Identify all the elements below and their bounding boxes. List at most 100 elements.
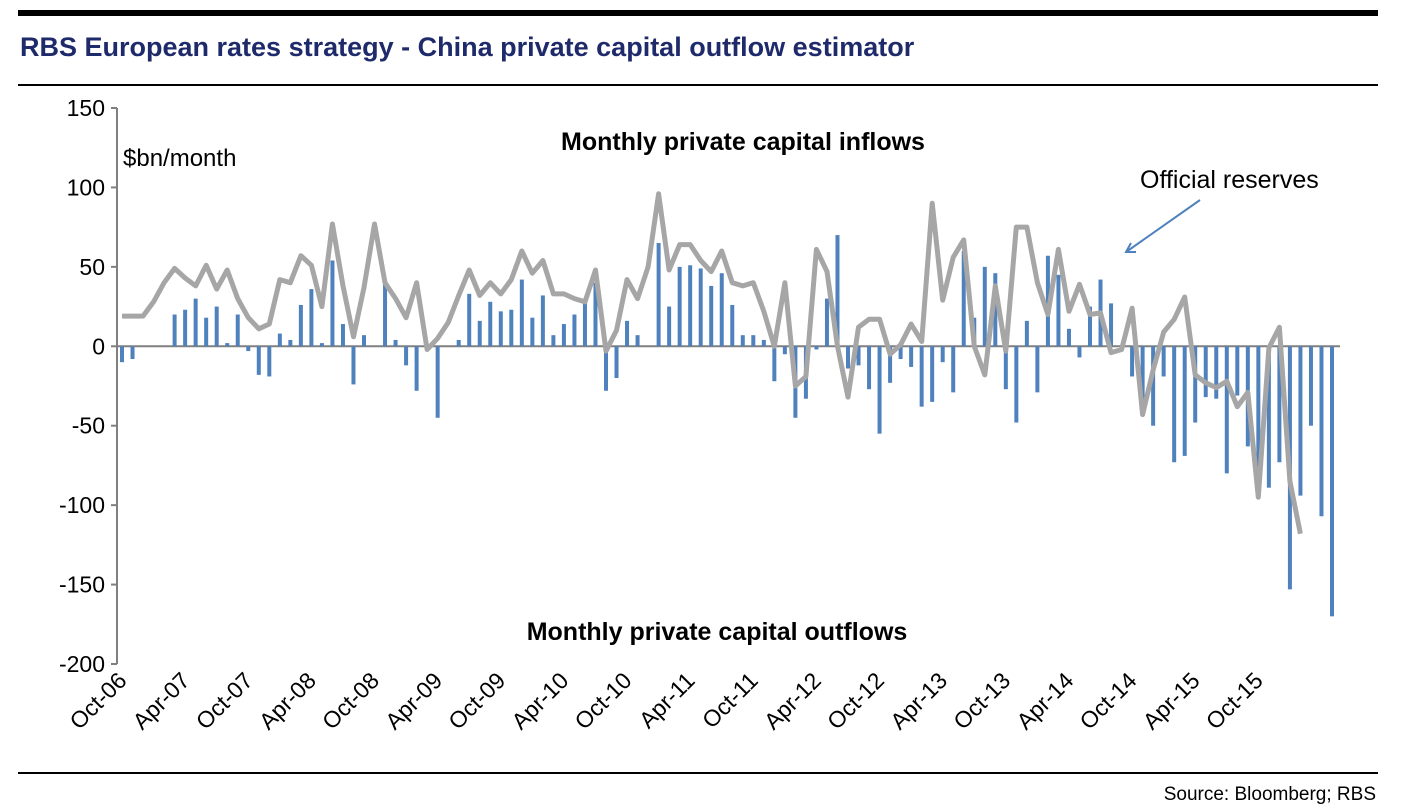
bar (856, 346, 861, 366)
bar (456, 339, 461, 347)
bar (740, 335, 745, 347)
bar (383, 279, 388, 347)
bar (488, 301, 493, 347)
bar (1319, 346, 1324, 517)
bar (572, 314, 577, 347)
bar (1024, 320, 1029, 347)
bar (824, 298, 829, 347)
x-tick-label: Oct-09 (443, 667, 510, 734)
bar (351, 346, 356, 385)
bar (835, 235, 840, 347)
bar (1003, 346, 1008, 390)
chart-title: RBS European rates strategy - China priv… (20, 32, 915, 62)
bar (467, 293, 472, 347)
reserves-line-series (122, 191, 1303, 535)
bar (751, 335, 756, 347)
reserves-arrow-head (1124, 242, 1136, 253)
y-tick-label: -200 (59, 651, 105, 677)
bar (888, 346, 893, 383)
bar (814, 346, 819, 350)
bar (330, 260, 335, 347)
x-tick-label: Apr-10 (506, 667, 573, 734)
x-tick-label: Oct-10 (569, 667, 636, 734)
bar (509, 309, 514, 347)
bar (288, 339, 293, 347)
x-tick-label: Apr-09 (380, 667, 447, 734)
bar (1014, 346, 1019, 423)
bar-series (120, 235, 1334, 617)
y-tick-label: 100 (67, 174, 105, 200)
bar (362, 335, 366, 347)
bar (561, 324, 566, 347)
bar (193, 298, 198, 347)
bar (909, 346, 914, 367)
x-tick-label: Apr-08 (254, 667, 321, 734)
bar (298, 304, 303, 347)
bar (961, 250, 966, 347)
bar (1214, 346, 1219, 399)
y-tick-label: 0 (92, 333, 105, 359)
x-tick-label: Oct-15 (1201, 667, 1268, 734)
reserves-arrow (1125, 199, 1201, 253)
bar (414, 346, 419, 391)
bar (393, 339, 398, 347)
x-tick-label: Apr-15 (1138, 667, 1205, 734)
bar (1266, 346, 1271, 488)
x-tick-label: Oct-12 (822, 667, 889, 734)
bar (340, 324, 345, 347)
top-rule (18, 10, 1378, 16)
x-tick-label: Apr-14 (1011, 667, 1078, 734)
inflows-annotation: Monthly private capital inflows (561, 128, 925, 156)
bar (1224, 346, 1229, 474)
bar (235, 314, 240, 347)
x-tick-label: Apr-07 (127, 667, 194, 734)
bar (772, 346, 777, 382)
bar (1193, 346, 1198, 423)
bar (709, 285, 714, 347)
bar (1308, 346, 1313, 426)
bar (319, 343, 324, 347)
bar (604, 346, 608, 391)
bar (877, 346, 882, 434)
bar (225, 343, 230, 347)
bar (846, 346, 850, 369)
reserves-line (122, 191, 1303, 535)
y-tick-label: -50 (72, 413, 105, 439)
bar (593, 282, 598, 347)
bar (519, 279, 524, 347)
bar (919, 346, 924, 407)
bar (172, 314, 177, 347)
bar (1172, 346, 1177, 463)
bar (246, 346, 251, 352)
bar (1151, 346, 1156, 426)
bar (761, 339, 766, 347)
bar (1130, 346, 1135, 377)
y-tick-label: -100 (59, 492, 105, 518)
bar (625, 320, 630, 347)
bar (940, 346, 945, 363)
bar (1277, 346, 1282, 463)
bar (1109, 303, 1114, 347)
x-tick-label: Apr-12 (759, 667, 826, 734)
bar (1161, 346, 1166, 377)
bar (951, 346, 956, 393)
bar (120, 346, 124, 363)
bar (1140, 346, 1145, 407)
bar (898, 346, 903, 359)
bar (688, 265, 693, 347)
bar (130, 346, 135, 359)
bar (656, 243, 661, 347)
bar (1066, 328, 1071, 347)
bar (277, 333, 282, 347)
bar (204, 317, 209, 347)
bar (1330, 346, 1334, 617)
y-axis: 150 100 50 0 -50 -100 -150 -200 (59, 95, 118, 677)
outflows-annotation: Monthly private capital outflows (527, 618, 908, 646)
bar (993, 273, 998, 347)
bar (867, 346, 872, 390)
y-tick-label: 50 (79, 254, 105, 280)
annotations: $bn/month Monthly private capital inflow… (123, 128, 1319, 646)
source-note: Source: Bloomberg; RBS (1163, 784, 1376, 805)
reserves-annotation: Official reserves (1140, 166, 1319, 194)
